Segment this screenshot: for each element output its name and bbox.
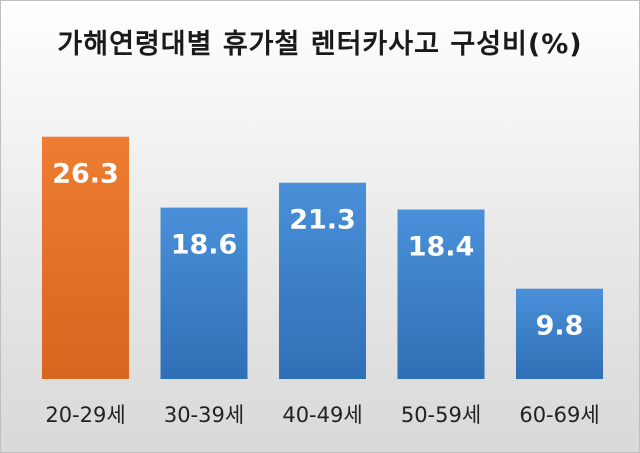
- x-tick-label-30-39세: 30-39세: [164, 403, 244, 427]
- bar-50-59세: [397, 209, 485, 379]
- x-tick-label-60-69세: 60-69세: [519, 403, 599, 427]
- data-label-20-29세: 26.3: [52, 159, 119, 190]
- data-label-40-49세: 21.3: [289, 205, 356, 236]
- data-label-50-59세: 18.4: [408, 232, 475, 263]
- bar-60-69세: [516, 288, 603, 379]
- bar-20-29세: [42, 136, 129, 379]
- data-label-30-39세: 18.6: [171, 230, 238, 261]
- bar-30-39세: [160, 207, 248, 379]
- x-tick-label-50-59세: 50-59세: [401, 403, 481, 427]
- data-label-60-69세: 9.8: [536, 311, 584, 342]
- x-tick-label-20-29세: 20-29세: [45, 403, 125, 427]
- chart-title: 가해연령대별 휴가철 렌터카사고 구성비(%): [57, 29, 583, 60]
- x-tick-label-40-49세: 40-49세: [282, 403, 362, 427]
- bar-40-49세: [279, 182, 366, 379]
